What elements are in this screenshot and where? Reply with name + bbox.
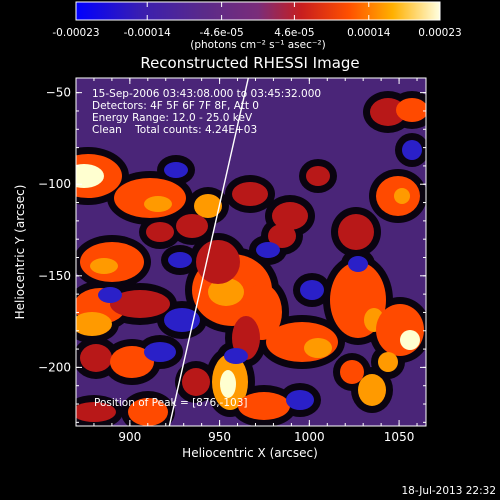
chart-title: Reconstructed RHESSI Image [140,54,359,72]
heatmap-blob [304,338,332,358]
colorbar-tick-label: -0.00023 [52,27,99,39]
y-axis-label: Heliocentric Y (arcsec) [13,185,27,320]
heatmap-blob [272,202,308,230]
heatmap-blob [110,346,154,378]
plot-frame [75,77,427,427]
y-tick-label: −100 [38,177,71,191]
colorbar-ticks: -0.00023 -0.00014 -4.6e-05 4.6e-05 0.00014 0.… [52,2,462,39]
solar-limb-line [168,78,249,426]
heatmap-blob [300,280,324,300]
heatmap-blob [80,344,112,372]
y-tick-label: −150 [38,269,71,283]
colorbar: -0.00023 -0.00014 -4.6e-05 4.6e-05 0.00014 0.… [52,1,462,51]
heatmap-blob [340,360,364,384]
heatmap-blob [144,196,172,212]
heatmap-blob [402,140,422,160]
heatmap-blob [268,224,296,248]
heatmap-blob [76,312,112,336]
heatmap-blob [164,162,188,178]
heatmap-blob [286,390,314,410]
heatmap-blob [164,308,200,332]
heatmap-blob [90,258,118,274]
colorbar-tick-label: 4.6e-05 [274,27,314,39]
heatmap-blob [306,166,330,186]
colorbar-tick-label: 0.00014 [347,27,391,39]
x-axis: 900 950 1000 1050 [93,78,418,444]
colorbar-tick-label: -0.00014 [124,27,172,39]
heatmap-blob [182,368,210,396]
heatmap-blob [348,256,368,272]
heatmap-blob [232,182,268,206]
overlay-annotations: 15-Sep-2006 03:43:08.000 to 03:45:32.000… [92,88,321,409]
heatmap-blob [224,348,248,364]
x-tick-label: 1000 [294,430,325,444]
heatmap-blob [376,304,424,356]
heatmap-blob [128,398,168,426]
heatmap-blob [176,214,208,238]
heatmap-blob [396,98,426,122]
overlay-clean-counts: Clean Total counts: 4.24E+03 [92,124,257,136]
overlay-detectors: Detectors: 4F 5F 6F 7F 8F, Att 0 [92,100,259,112]
y-tick-label: −200 [38,360,71,374]
heatmap-blob [220,370,236,398]
overlay-time-range: 15-Sep-2006 03:43:08.000 to 03:45:32.000 [92,88,321,100]
heatmap-blob [196,240,240,284]
overlay-energy-range: Energy Range: 12.0 - 25.0 keV [92,112,253,124]
heatmap-blobs [76,91,426,426]
x-tick-label: 1050 [384,430,415,444]
colorbar-gradient [75,1,441,21]
heatmap-blob [338,214,374,250]
heatmap-blob [208,278,244,306]
heatmap-blob [76,402,116,422]
y-tick-label: −50 [46,86,71,100]
colorbar-tick-label: -4.6e-05 [200,27,244,39]
heatmap-blob [394,188,410,204]
x-tick-label: 950 [208,430,231,444]
y-axis: −50 −100 −150 −200 [38,86,426,423]
heatmap-blob [76,164,104,188]
heatmap-blob [370,98,406,126]
heatmap-blob [358,374,386,406]
heatmap-blob [238,392,290,420]
heatmap-blob [144,342,176,362]
heatmap-blob [256,242,280,258]
colorbar-unit-label: (photons cm⁻² s⁻¹ asec⁻²) [190,39,325,51]
x-axis-label: Heliocentric X (arcsec) [182,446,318,460]
heatmap-blob [110,290,170,318]
heatmap-blob [168,252,192,268]
heatmap-blob [194,194,222,218]
heatmap-blob [400,330,420,350]
x-tick-label: 900 [118,430,141,444]
overlay-peak-position: Position of Peak = [876,-103] [94,397,248,409]
colorbar-tick-label: 0.00023 [418,27,461,39]
heatmap-blob [98,287,122,303]
heatmap-blob [146,222,174,242]
heatmap [76,78,426,426]
footer-timestamp: 18-Jul-2013 22:32 [401,485,496,497]
heatmap-blob [378,352,398,372]
